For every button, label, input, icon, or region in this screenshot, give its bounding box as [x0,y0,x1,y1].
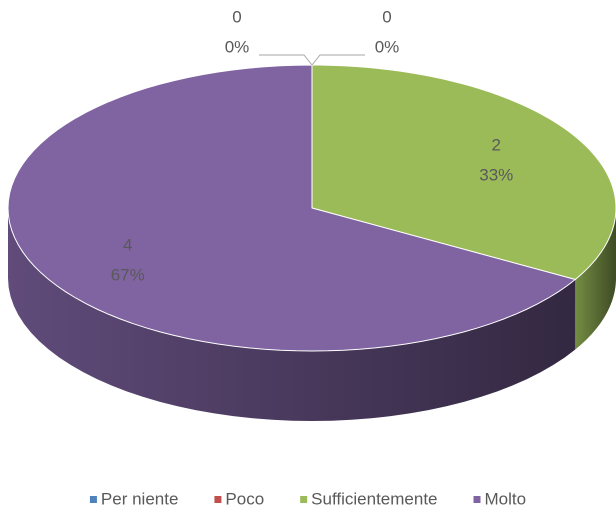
data-label-percent: 0% [375,37,400,56]
legend-marker [473,496,481,503]
data-label-percent: 67% [111,266,145,285]
data-label: 4 [123,236,132,255]
slice [7,64,577,352]
legend-label: Sufficientemente [311,489,437,508]
data-label: 0 [382,7,391,26]
legend-label: Poco [225,489,264,508]
legend-marker [300,496,308,503]
legend-marker [89,496,97,503]
leader-line [311,54,365,66]
legend-marker [214,496,222,503]
slice [311,64,616,281]
data-label-percent: 33% [479,165,513,184]
slice-side [575,208,616,350]
data-label-percent: 0% [225,37,250,56]
legend-label: Molto [485,489,527,508]
data-label: 2 [492,135,501,154]
leader-line [259,54,313,66]
data-label: 0 [232,7,241,26]
slice-side [8,208,576,421]
legend-label: Per niente [101,489,179,508]
